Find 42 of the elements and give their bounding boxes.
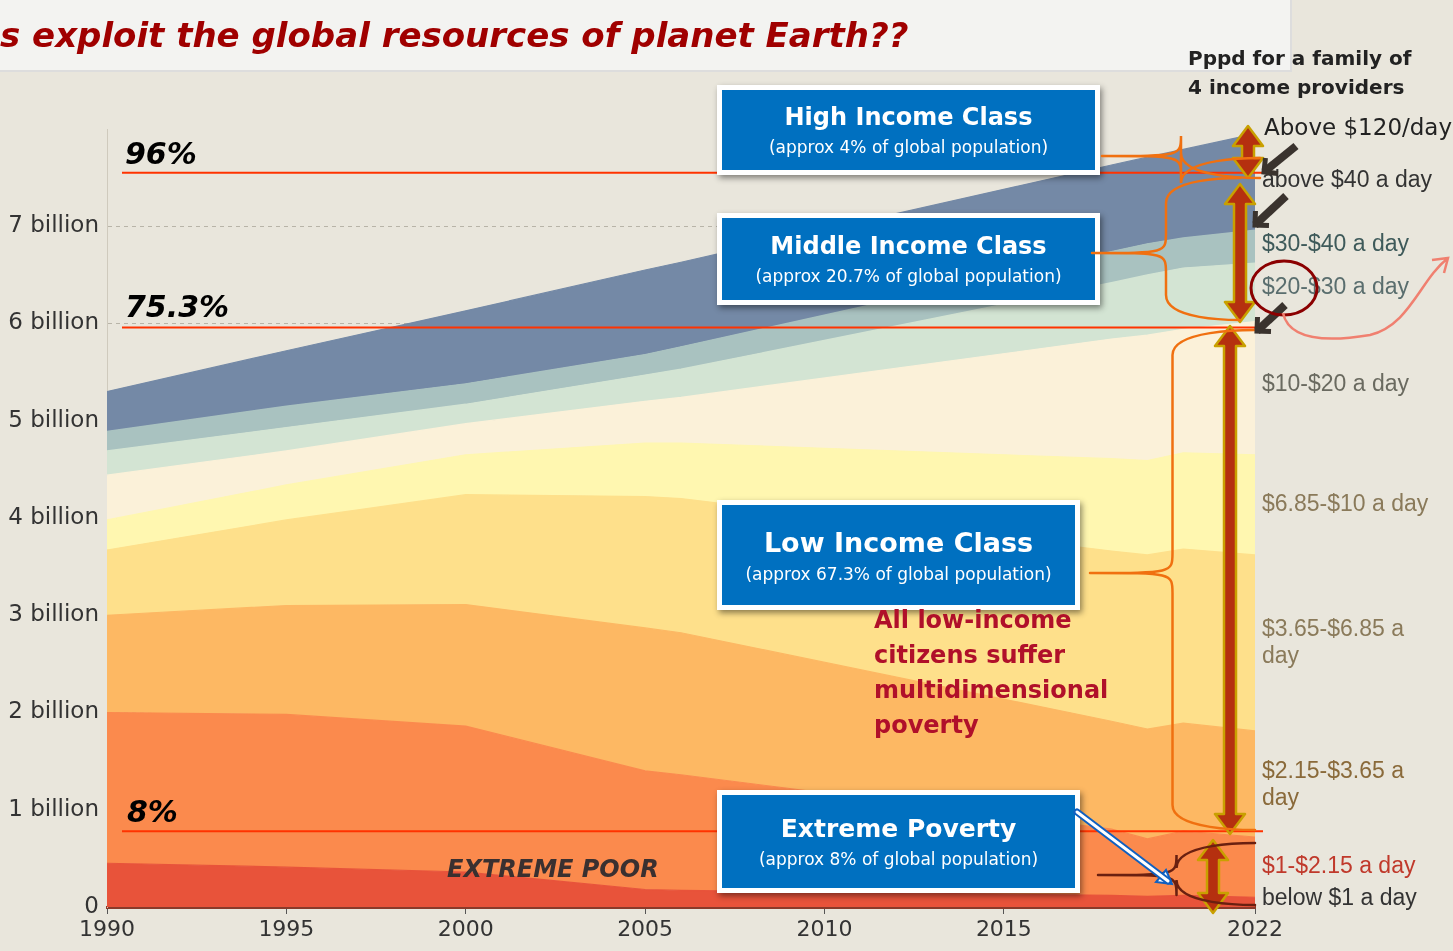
y-tick-label: 3 billion	[8, 600, 99, 627]
series-label: above $40 a day	[1262, 166, 1434, 193]
y-tick-label: 4 billion	[8, 502, 99, 529]
chart-title: s exploit the global resources of planet Earth??	[0, 15, 909, 55]
annotation: Low Income Class	[762, 526, 1035, 558]
x-tick-label: 2000	[437, 915, 494, 941]
y-tick-label: 6 billion	[8, 308, 99, 335]
series-label: $3.65-$6.85 a day	[1262, 615, 1405, 669]
x-tick-label: 2005	[617, 915, 674, 941]
annotation: 8%	[127, 794, 179, 829]
annotation: (approx 20.7% of global population)	[754, 266, 1063, 286]
series-label: $2.15-$3.65 a day	[1262, 757, 1405, 811]
text: Above $120/day	[1264, 114, 1453, 140]
annotation: High Income Class	[783, 103, 1034, 131]
series-label: $1-$2.15 a day	[1262, 852, 1417, 879]
callout-box: High Income Class (approx 4% of global population)	[717, 85, 1100, 175]
annotation: EXTREME POOR	[447, 855, 660, 883]
callout-box: Middle Income Class (approx 20.7% of global population)	[717, 213, 1100, 305]
annotation: Extreme Poverty	[779, 814, 1018, 843]
y-tick-label: 1 billion	[8, 794, 99, 821]
x-tick-label: 1990	[79, 915, 135, 941]
y-tick-label: 2 billion	[8, 697, 99, 724]
annotation: (approx 4% of global population)	[767, 137, 1050, 157]
series-label: $30-$40 a day	[1262, 230, 1411, 257]
annotation: (approx 8% of global population)	[757, 849, 1040, 869]
callout-box: Extreme Poverty (approx 8% of global population)	[717, 790, 1080, 893]
series-label: $6.85-$10 a day	[1262, 490, 1430, 517]
x-tick-label: 2015	[975, 915, 1032, 941]
x-tick-label: 2022	[1227, 915, 1283, 941]
annotation: 96%	[125, 136, 198, 171]
text: Pppd for a family of 4 income providers	[1188, 45, 1413, 101]
series-label: $10-$20 a day	[1262, 370, 1411, 397]
x-tick-label: 1995	[258, 915, 315, 941]
series-label: below $1 a day	[1262, 884, 1418, 911]
y-tick-label: 0	[84, 891, 99, 918]
annotation: 75.3%	[125, 289, 231, 324]
callout-box: Low Income Class (approx 67.3% of global population)	[717, 500, 1080, 610]
y-tick-label: 7 billion	[8, 211, 99, 238]
x-tick-label: 2010	[796, 915, 853, 941]
annotation: Middle Income Class	[769, 232, 1048, 260]
y-tick-label: 5 billion	[8, 405, 99, 432]
annotation: (approx 67.3% of global population)	[744, 563, 1053, 584]
